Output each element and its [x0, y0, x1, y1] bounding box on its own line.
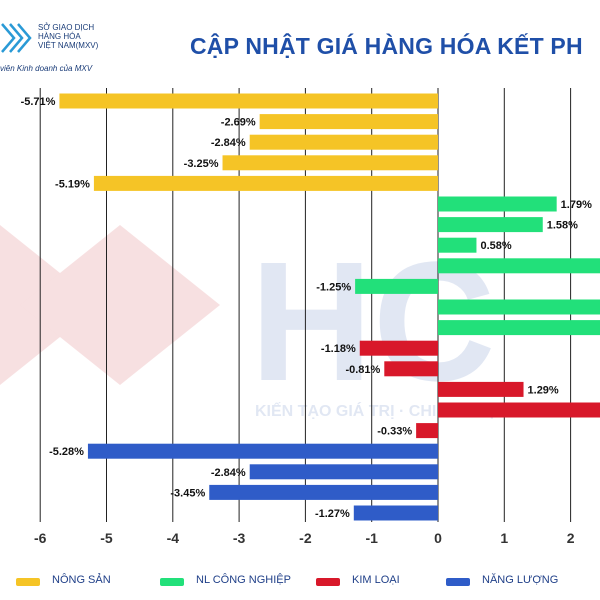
bar [249, 134, 438, 150]
page-title: CẬP NHẬT GIÁ HÀNG HÓA KẾT PH [190, 33, 583, 59]
data-label: -0.33% [377, 426, 412, 438]
legend-label-nang-luong: NĂNG LƯỢNG [482, 574, 559, 586]
logo-line-1: SỞ GIAO DỊCH [38, 23, 95, 32]
logo-subline: viên Kinh doanh của MXV [0, 64, 93, 73]
bar [59, 93, 438, 109]
bar [259, 114, 438, 130]
x-tick-label: -1 [365, 530, 378, 546]
data-label: 1.29% [528, 384, 559, 396]
data-label: -2.69% [221, 117, 256, 129]
bar [438, 258, 600, 274]
legend-swatch-nang-luong [446, 578, 470, 586]
x-tick-label: -4 [167, 530, 180, 546]
data-label: -5.19% [55, 178, 90, 190]
bar [93, 175, 438, 191]
data-label: 0.58% [480, 240, 511, 252]
bar [87, 443, 438, 459]
legend-label-kim-loai: KIM LOẠI [352, 574, 400, 586]
x-tick-label: -6 [34, 530, 47, 546]
legend-swatch-kim-loai [316, 578, 340, 586]
x-tick-label: -5 [100, 530, 113, 546]
data-label: -3.45% [170, 487, 205, 499]
data-label: -0.81% [345, 364, 380, 376]
bar [359, 340, 438, 356]
bar [416, 423, 438, 439]
data-label: 1.79% [561, 199, 592, 211]
bar [438, 237, 477, 253]
watermark-diamond-left [0, 225, 100, 385]
bar [384, 361, 438, 377]
legend-label-nong-san: NÔNG SẢN [52, 574, 111, 586]
data-label: -1.18% [321, 343, 356, 355]
legend-swatch-nong-san [16, 578, 40, 586]
bar [438, 320, 600, 336]
x-tick-label: 0 [434, 530, 442, 546]
logo-text: SỞ GIAO DỊCH HÀNG HÓA VIỆT NAM(MXV) [38, 23, 98, 50]
data-label: -3.25% [184, 158, 219, 170]
bar [209, 484, 438, 500]
watermark-diamond-center [20, 225, 220, 385]
logo-line-2: HÀNG HÓA [38, 32, 81, 41]
legend-label-nl-cong-nghiep: NL CÔNG NGHIỆP [196, 574, 291, 586]
bar [222, 155, 438, 171]
x-tick-label: 2 [567, 530, 575, 546]
bar [353, 505, 438, 521]
bar [438, 299, 600, 315]
header: SỞ GIAO DỊCH HÀNG HÓA VIỆT NAM(MXV) viên… [0, 0, 600, 80]
mxv-logo [1, 23, 32, 53]
data-label: -2.84% [211, 137, 246, 149]
x-tick-label: 1 [500, 530, 508, 546]
bar [438, 381, 524, 397]
data-label: -2.84% [211, 467, 246, 479]
data-label: -5.71% [21, 96, 56, 108]
bars: -5.71% -2.69% -2.84% -3.25% -5.19% 1.79% 1.58%… [21, 93, 600, 521]
data-label: -1.25% [316, 281, 351, 293]
x-tick-label: -3 [233, 530, 246, 546]
bar [438, 196, 557, 212]
data-label: -5.28% [49, 446, 84, 458]
logo-line-3: VIỆT NAM(MXV) [38, 41, 99, 50]
x-axis: -6 -5 -4 -3 -2 -1 0 1 2 [34, 530, 575, 546]
legend: NÔNG SẢN NL CÔNG NGHIỆP KIM LOẠI NĂNG LƯ… [0, 572, 600, 592]
bar [355, 278, 438, 294]
legend-swatch-nl-cong-nghiep [160, 578, 184, 586]
data-label: 1.58% [547, 220, 578, 232]
x-tick-label: -2 [299, 530, 312, 546]
bar [438, 402, 600, 418]
bar [438, 217, 543, 233]
data-label: -1.27% [315, 508, 350, 520]
bar [249, 464, 438, 480]
